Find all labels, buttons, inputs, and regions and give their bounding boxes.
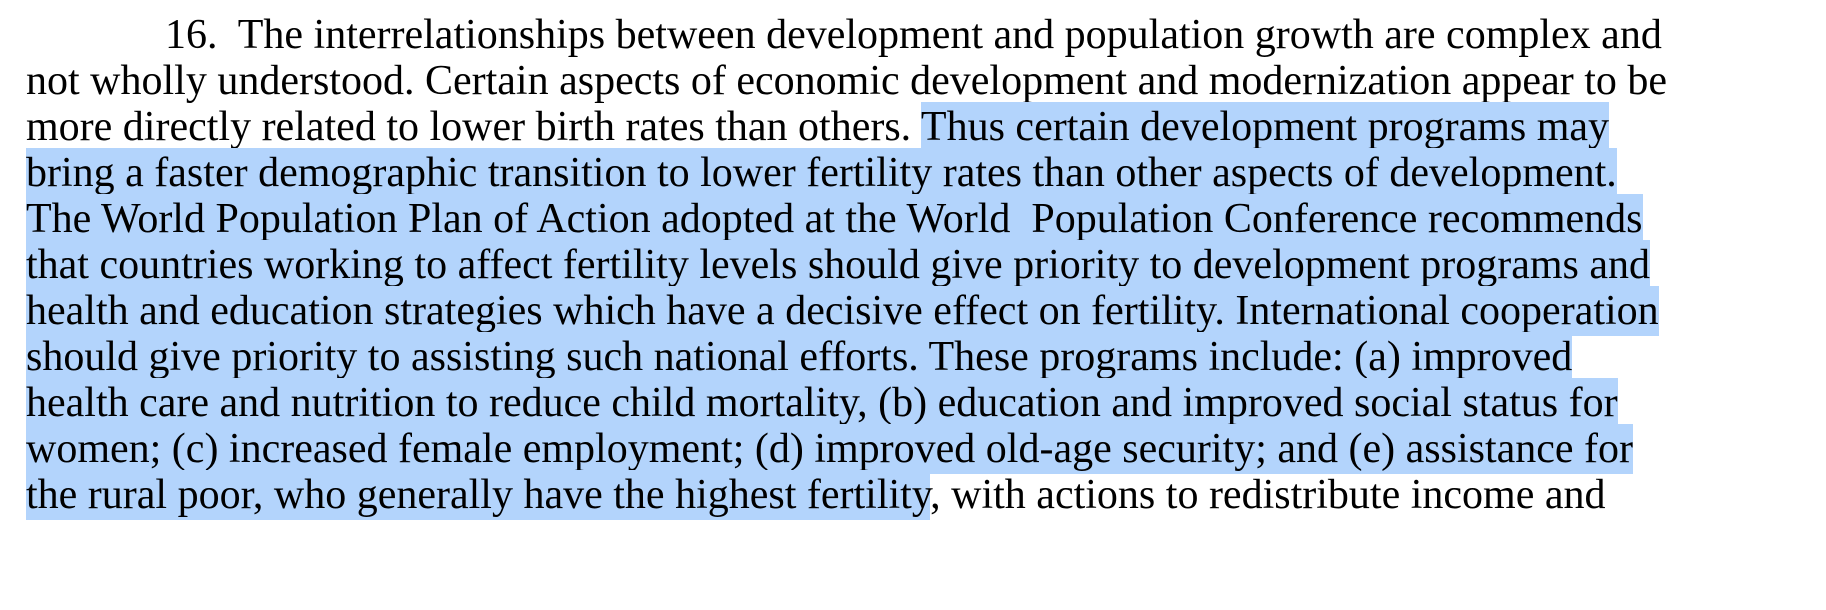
selected-text[interactable]: The World Population Plan of Action adop… (26, 194, 1643, 244)
paragraph-line-8: should give priority to assisting such n… (26, 330, 1573, 384)
paragraph-line-5: The World Population Plan of Action adop… (26, 192, 1643, 246)
paragraph-number: 16. (165, 12, 218, 58)
paragraph-line-7: health and education strategies which ha… (26, 284, 1659, 338)
paragraph-line-11: the rural poor, who generally have the h… (26, 468, 1605, 522)
paragraph-line-3: more directly related to lower birth rat… (26, 100, 1610, 154)
paragraph-line-4: bring a faster demographic transition to… (26, 146, 1617, 200)
paragraph-line-10: women; (c) increased female employment; … (26, 422, 1634, 476)
selected-text[interactable]: that countries working to affect fertili… (26, 240, 1650, 290)
paragraph-line-1: 16. The interrelationships between devel… (165, 8, 1662, 62)
selected-text[interactable]: should give priority to assisting such n… (26, 332, 1573, 382)
paragraph-line-9: health care and nutrition to reduce chil… (26, 376, 1618, 430)
selected-text[interactable]: the rural poor, who generally have the h… (26, 470, 931, 520)
selected-text[interactable]: Thus certain development programs may (920, 102, 1610, 152)
selected-text[interactable]: bring a faster demographic transition to… (26, 148, 1617, 198)
paragraph-line-6: that countries working to affect fertili… (26, 238, 1650, 292)
selected-text[interactable]: health and education strategies which ha… (26, 286, 1659, 336)
line-text[interactable]: more directly related to lower birth rat… (26, 104, 921, 150)
selected-text[interactable]: women; (c) increased female employment; … (26, 424, 1634, 474)
selected-text[interactable]: health care and nutrition to reduce chil… (26, 378, 1618, 428)
paragraph-line-2: not wholly understood. Certain aspects o… (26, 54, 1667, 108)
line-text[interactable]: , with actions to redistribute income an… (930, 472, 1606, 518)
line-text[interactable]: not wholly understood. Certain aspects o… (26, 58, 1668, 104)
line-text[interactable]: The interrelationships between developme… (237, 12, 1662, 58)
